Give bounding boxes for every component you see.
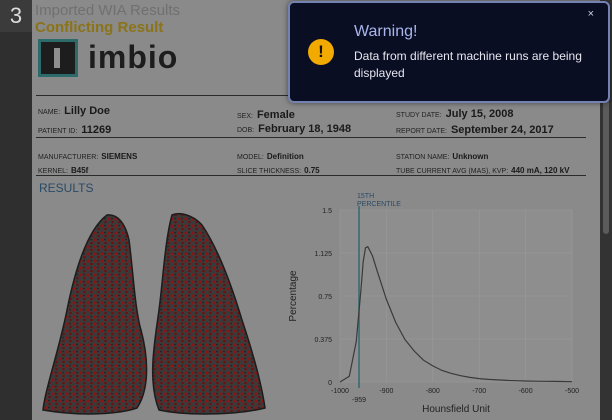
station-name: Station Name: Unknown [396, 152, 489, 161]
report-date: Report Date: September 24, 2017 [396, 124, 554, 136]
manufacturer: Manufacturer: SIEMENS [38, 152, 138, 161]
y-tick-label: 1.5 [322, 208, 332, 215]
percentile-value: -959 [352, 397, 366, 404]
y-tick-label: 1.125 [314, 251, 332, 258]
x-tick-label: -600 [519, 388, 533, 395]
logo-bar [54, 48, 60, 68]
x-tick-label: -1000 [331, 388, 349, 395]
warning-icon: ! [308, 39, 334, 65]
slice-thickness: Slice Thickness: 0.75 [237, 166, 320, 175]
warning-toast: ! Warning! Data from different machine r… [288, 1, 610, 103]
lung-ct-image [42, 213, 266, 415]
x-tick-label: -500 [565, 388, 579, 395]
toast-message: Data from different machine runs are bei… [354, 49, 582, 80]
divider [36, 175, 586, 176]
imbio-logo: imbio [36, 37, 186, 85]
report-title: Imported WIA Results [35, 2, 181, 19]
logo-text: imbio [88, 39, 179, 75]
x-tick-label: -700 [472, 388, 486, 395]
tube-current: Tube Current Avg (mAs), KVP: 440 mA, 120 … [396, 166, 570, 175]
kernel: Kernel: B45f [38, 166, 89, 175]
x-tick-label: -800 [426, 388, 440, 395]
toast-title: Warning! [354, 23, 418, 40]
close-icon[interactable]: × [587, 8, 594, 20]
step-badge: 3 [0, 0, 32, 32]
percentile-label: 15TH PERCENTILE [357, 193, 401, 208]
patient-name: Name: Lilly Doe [38, 105, 111, 117]
model: Model: Definition [237, 152, 304, 161]
x-axis-label: Hounsfield Unit [422, 404, 490, 415]
y-tick-label: 0 [328, 380, 332, 387]
patient-dob: DOB: February 18, 1948 [237, 123, 352, 135]
conflict-subtitle: Conflicting Result [35, 19, 164, 36]
right-lung [42, 214, 148, 415]
hu-histogram-chart: -1000 -900 -800 -700 -600 -500 0 0.375 0.75 1.125… [288, 193, 579, 415]
histogram-line [339, 245, 573, 383]
left-lung [151, 213, 266, 415]
divider [36, 137, 586, 138]
patient-sex: Sex: Female [237, 109, 295, 121]
x-tick-label: -900 [379, 388, 393, 395]
y-axis-label: Percentage [288, 270, 299, 322]
y-tick-label: 0.375 [314, 337, 332, 344]
results-heading: RESULTS [39, 181, 94, 195]
scrollbar[interactable] [600, 0, 612, 420]
y-tick-label: 0.75 [318, 294, 332, 301]
scrollbar-thumb[interactable] [603, 4, 609, 234]
patient-id: Patient ID: 11269 [38, 124, 112, 136]
study-date: Study Date: July 15, 2008 [396, 108, 514, 120]
